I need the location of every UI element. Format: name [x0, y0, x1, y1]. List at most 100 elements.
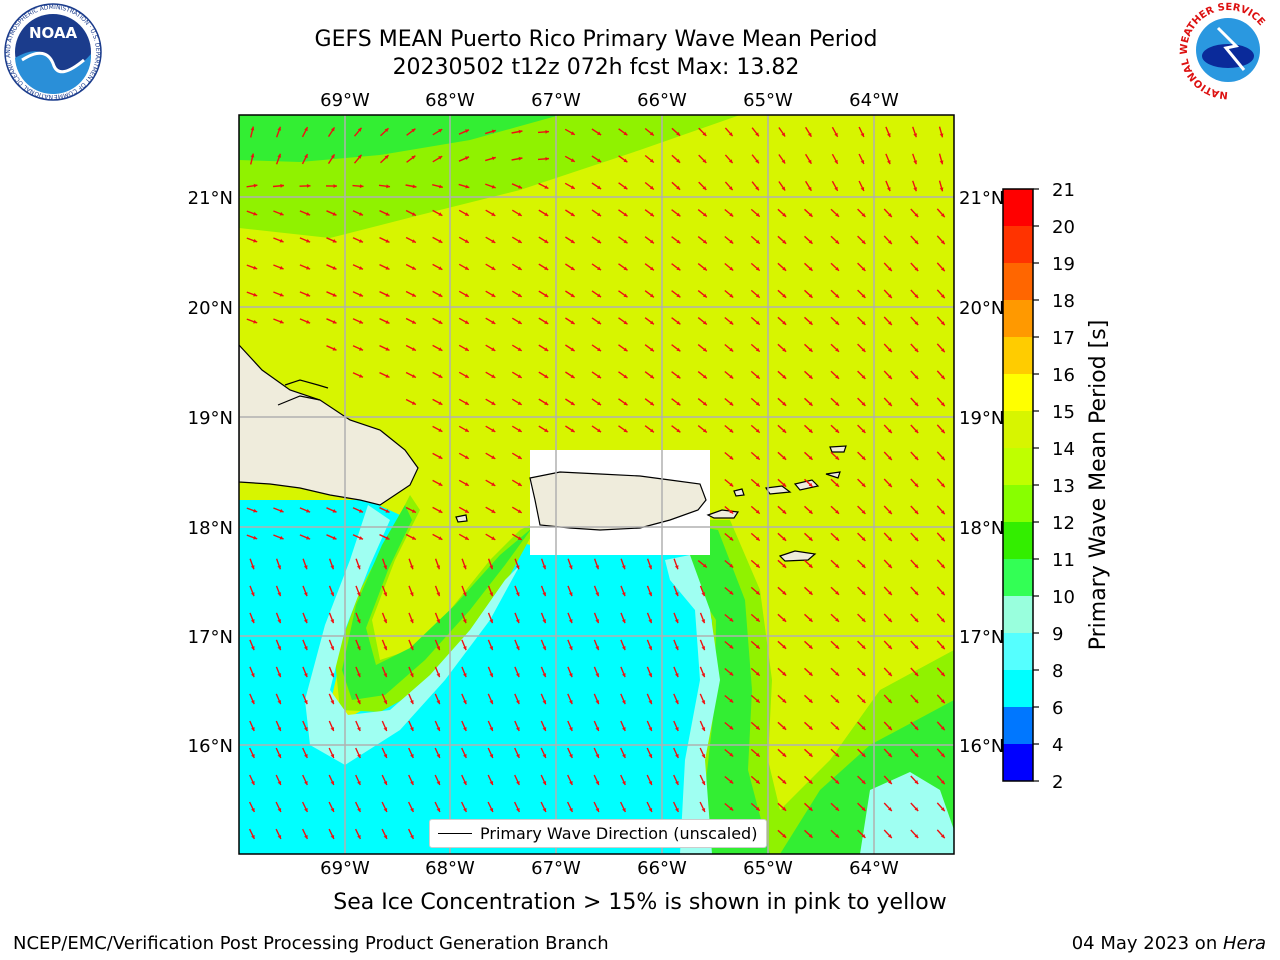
- wave-arrow-head: [940, 348, 945, 353]
- wave-arrow-head: [438, 156, 443, 160]
- wave-arrow-head: [675, 754, 679, 758]
- wave-arrow-head: [675, 700, 679, 705]
- wave-arrow-head: [676, 131, 681, 136]
- wave-arrow-head: [702, 428, 707, 433]
- wave-arrow-head: [489, 673, 493, 678]
- wave-arrow-head: [755, 186, 759, 191]
- wave-arrow-head: [755, 590, 760, 595]
- wave-arrow-head: [888, 267, 892, 271]
- wave-arrow-head: [701, 781, 706, 785]
- wave-arrow-head: [436, 781, 441, 785]
- wave-arrow-head: [250, 153, 255, 158]
- lon-label: 64°W: [849, 90, 899, 111]
- wave-arrow-head: [489, 754, 494, 758]
- wave-arrow-head: [701, 754, 706, 758]
- wave-arrow-head: [595, 808, 600, 812]
- wave-arrow-head: [306, 239, 311, 243]
- wave-arrow-head: [676, 239, 681, 244]
- wave-arrow-head: [940, 267, 945, 272]
- wave-arrow-head: [333, 184, 337, 188]
- wave-arrow-head: [330, 700, 334, 705]
- wave-arrow-head: [330, 808, 335, 812]
- wave-arrow-head: [782, 293, 787, 298]
- wave-arrow-head: [835, 780, 839, 784]
- wave-arrow-head: [676, 320, 681, 325]
- wave-arrow-head: [277, 646, 281, 651]
- wave-arrow-head: [729, 779, 734, 784]
- wave-arrow-head: [623, 239, 628, 244]
- wave-arrow-head: [676, 293, 681, 298]
- wave-arrow-head: [782, 806, 787, 811]
- wave-arrow-head: [385, 293, 390, 297]
- wave-arrow-head: [782, 644, 787, 649]
- chart-title: GEFS MEAN Puerto Rico Primary Wave Mean …: [314, 27, 878, 52]
- wave-arrow-head: [438, 536, 443, 540]
- colorbar-tick-label: 6: [1052, 698, 1063, 719]
- wave-arrow-head: [888, 564, 892, 568]
- wave-arrow-head: [597, 131, 602, 135]
- wave-arrow-head: [861, 807, 866, 811]
- wave-arrow-head: [438, 509, 443, 513]
- wave-arrow-head: [939, 160, 944, 165]
- legend-label: Primary Wave Direction (unscaled): [480, 824, 758, 843]
- wave-arrow-head: [251, 727, 255, 731]
- wave-arrow-head: [755, 536, 760, 541]
- wave-arrow-head: [940, 213, 945, 218]
- wave-arrow-head: [755, 671, 760, 676]
- wave-arrow-head: [675, 781, 679, 785]
- wave-arrow-head: [702, 186, 707, 190]
- wave-arrow-head: [835, 294, 839, 298]
- wave-arrow-head: [861, 564, 866, 568]
- wave-arrow-head: [888, 429, 892, 433]
- wave-arrow-head: [755, 698, 760, 703]
- wave-arrow-head: [914, 429, 919, 433]
- wave-arrow-head: [332, 212, 337, 216]
- wave-arrow-head: [755, 159, 759, 164]
- wave-arrow-head: [359, 509, 363, 513]
- wave-arrow-head: [835, 807, 839, 811]
- wave-arrow-head: [542, 592, 546, 597]
- wave-arrow-head: [676, 212, 681, 217]
- wave-arrow-head: [623, 320, 628, 325]
- wave-arrow-head: [676, 401, 681, 406]
- wave-arrow-head: [888, 645, 892, 649]
- wave-arrow-head: [940, 753, 945, 758]
- wave-arrow-head: [702, 212, 707, 217]
- wave-arrow-head: [888, 618, 892, 622]
- colorbar-swatch: [1003, 596, 1033, 633]
- wave-arrow-head: [621, 592, 626, 597]
- wave-arrow-head: [729, 725, 734, 730]
- wave-arrow-head: [914, 591, 919, 595]
- pale-cyan-band-west: [305, 505, 520, 765]
- wave-arrow-head: [251, 808, 255, 812]
- wave-arrow-head: [545, 157, 549, 161]
- wave-arrow-head: [861, 402, 866, 406]
- wave-arrow-head: [277, 673, 281, 678]
- wave-arrow-head: [808, 212, 813, 217]
- wave-arrow-head: [436, 592, 440, 597]
- wave-arrow-head: [385, 347, 390, 351]
- wave-arrow-head: [835, 645, 839, 649]
- wave-arrow-head: [808, 617, 813, 622]
- wave-arrow-head: [569, 808, 573, 812]
- wave-arrow-head: [835, 753, 839, 757]
- wave-arrow-head: [489, 565, 493, 570]
- wave-arrow-head: [544, 428, 549, 432]
- wave-arrow-head: [279, 508, 284, 513]
- wave-arrow-head: [331, 154, 335, 159]
- wave-arrow-head: [277, 126, 281, 131]
- lon-label: 65°W: [743, 858, 793, 879]
- wave-arrow-head: [517, 482, 522, 486]
- wave-arrow-head: [729, 347, 734, 352]
- wave-arrow-head: [621, 565, 626, 570]
- wave-arrow-head: [253, 535, 258, 540]
- wave-arrow-head: [570, 131, 575, 135]
- wave-arrow-head: [782, 509, 787, 514]
- colorbar-swatch: [1003, 300, 1033, 337]
- wave-arrow-head: [359, 212, 363, 216]
- wave-arrow-head: [464, 536, 469, 540]
- wave-arrow-head: [834, 159, 838, 164]
- wave-arrow-head: [597, 320, 601, 325]
- wave-arrow-head: [357, 781, 361, 785]
- wave-arrow-head: [304, 781, 308, 785]
